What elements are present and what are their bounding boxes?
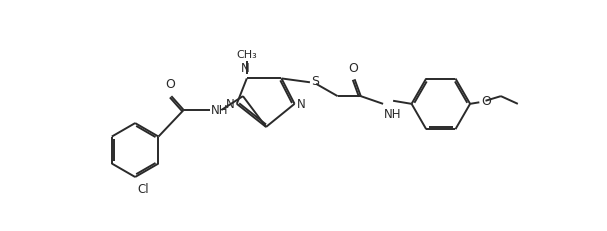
Text: CH₃: CH₃ [236, 50, 257, 60]
Text: N: N [241, 61, 249, 74]
Text: NH: NH [211, 104, 228, 117]
Text: Cl: Cl [137, 182, 149, 195]
Text: N: N [226, 98, 234, 111]
Text: O: O [348, 61, 358, 74]
Text: N: N [297, 98, 305, 111]
Text: NH: NH [384, 107, 401, 120]
Text: S: S [311, 75, 319, 88]
Text: O: O [166, 78, 175, 91]
Text: O: O [481, 95, 490, 108]
